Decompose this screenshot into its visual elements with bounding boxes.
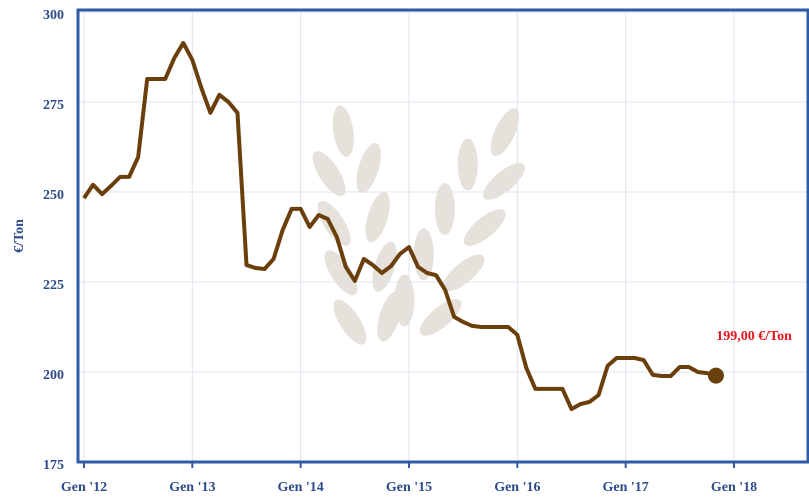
line bbox=[82, 40, 717, 412]
y-axis-label: €/Ton bbox=[12, 219, 27, 253]
plot-frame bbox=[76, 8, 809, 464]
x-tick-label: Gen '17 bbox=[603, 480, 649, 495]
y-tick-label: 200 bbox=[43, 368, 64, 383]
last-point bbox=[707, 367, 724, 384]
x-tick-label: Gen '15 bbox=[386, 480, 432, 495]
y-tick-label: 275 bbox=[43, 98, 64, 113]
x-tick-label: Gen '18 bbox=[711, 480, 757, 495]
y-tick-label: 250 bbox=[43, 188, 64, 203]
x-tick-label: Gen '13 bbox=[169, 480, 215, 495]
y-tick-label: 175 bbox=[43, 458, 64, 473]
y-tick-label: 300 bbox=[43, 8, 64, 23]
y-tick-label: 225 bbox=[43, 278, 64, 293]
annotation: 199,00 €/Ton bbox=[716, 329, 792, 344]
wheat-watermark bbox=[312, 105, 525, 345]
x-tick-label: Gen '14 bbox=[278, 480, 324, 495]
x-tick-label: Gen '12 bbox=[61, 480, 107, 495]
x-tick-label: Gen '16 bbox=[494, 480, 540, 495]
